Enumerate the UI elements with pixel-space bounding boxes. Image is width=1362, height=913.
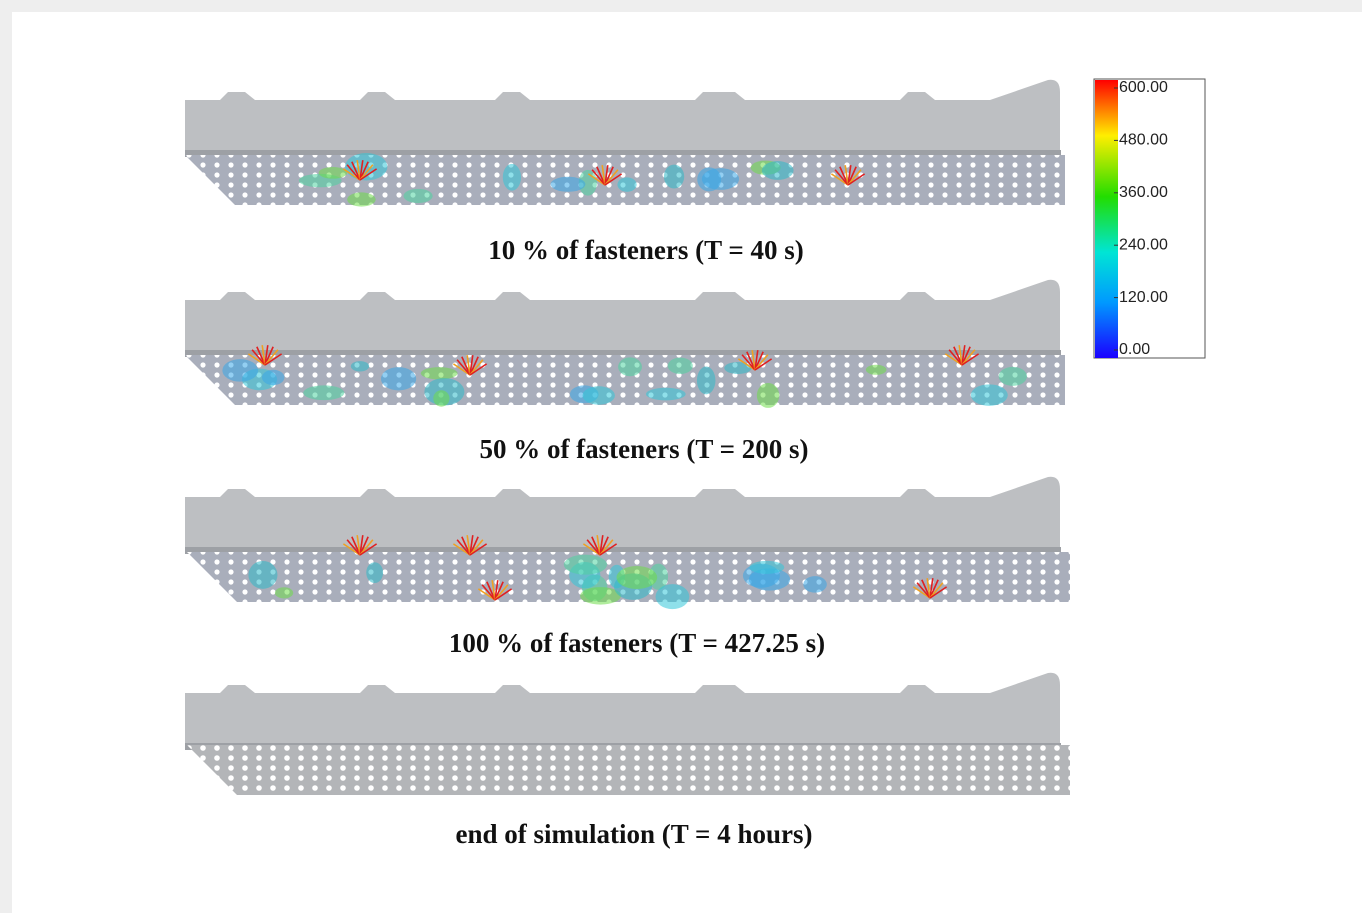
colorbar-label: 120.00 <box>1119 289 1168 306</box>
stress-spot <box>403 189 432 203</box>
caption: 100 % of fasteners (T = 427.25 s) <box>449 628 825 658</box>
stress-spot <box>366 562 383 583</box>
colorbar-label: 360.00 <box>1119 184 1168 201</box>
colorbar-label: 240.00 <box>1119 236 1168 253</box>
stress-spot <box>433 390 449 406</box>
stress-spot <box>319 167 348 179</box>
colorbar-label: 600.00 <box>1119 79 1168 96</box>
colorbar-label: 480.00 <box>1119 132 1168 149</box>
stress-spot <box>222 359 258 382</box>
stress-spot <box>617 177 636 191</box>
stress-spot <box>866 365 887 375</box>
stress-spot <box>762 161 794 180</box>
colorbar: 600.00 480.00 360.00 240.00 120.00 0.00 <box>1094 79 1205 358</box>
stress-spot <box>381 367 416 390</box>
caption: 10 % of fasteners (T = 40 s) <box>488 235 804 265</box>
stress-spot <box>749 561 784 574</box>
stress-spot <box>702 168 739 190</box>
stress-spot <box>757 383 779 408</box>
stress-spot <box>564 555 607 575</box>
stress-spot <box>582 386 614 404</box>
stress-spot <box>503 164 521 191</box>
figure: 10 % of fasteners (T = 40 s) 50 % of fas… <box>0 0 1362 913</box>
stress-spot <box>656 584 690 609</box>
stress-spot <box>724 362 751 374</box>
caption: end of simulation (T = 4 hours) <box>456 819 813 849</box>
stress-spot <box>275 587 293 598</box>
stress-spot <box>618 357 642 376</box>
page: {"captions": ["10 % of fasteners (T = 40… <box>0 0 1362 913</box>
stress-spot <box>803 576 827 592</box>
stress-spot <box>664 165 684 189</box>
stress-spot <box>303 385 344 400</box>
stress-spot <box>347 192 375 206</box>
beam-panel-4 <box>185 673 1070 795</box>
stress-spot <box>999 367 1027 386</box>
stress-spot <box>248 561 277 589</box>
stress-spot <box>668 358 693 374</box>
stress-spot <box>421 367 458 379</box>
stress-spot <box>646 388 686 401</box>
stress-spot <box>351 361 369 371</box>
stress-spot <box>551 177 586 192</box>
stress-spot <box>262 370 284 385</box>
caption: 50 % of fasteners (T = 200 s) <box>479 434 808 464</box>
colorbar-label: 0.00 <box>1119 341 1150 358</box>
stress-spot <box>697 367 716 395</box>
stress-spot <box>971 384 1008 406</box>
stress-spot <box>616 566 657 589</box>
